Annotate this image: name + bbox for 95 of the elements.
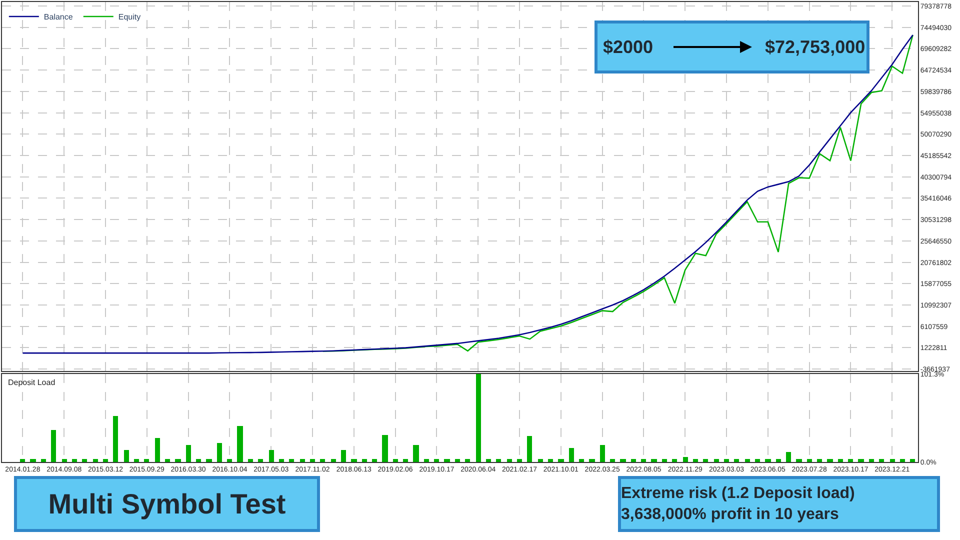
bar [144,459,149,462]
bar [714,459,719,462]
bar [538,459,543,462]
bar [72,459,77,462]
bar [351,459,357,462]
bar [310,459,315,462]
bar [186,445,191,462]
bar [486,459,491,462]
bar [113,416,118,462]
bar [610,459,615,462]
bar [41,459,46,462]
bar [817,459,822,462]
bar [796,459,802,462]
bar [124,450,129,462]
text: Extreme risk (1.2 Deposit load) 3,638,000% profit in 10 years [621,485,855,523]
bar [20,459,25,462]
bar [134,459,139,462]
bar [620,459,626,462]
bar [62,459,67,462]
bar [507,459,512,462]
bar [548,459,553,462]
bar [807,459,812,462]
bar [30,459,36,462]
bar [631,459,636,462]
bar [517,459,522,462]
bar [900,459,905,462]
bar [858,459,864,462]
bar [362,459,367,462]
bar [196,459,201,462]
legend-label: Balance [44,12,74,22]
bar [879,459,884,462]
annotation: $2000 [603,37,654,57]
bar [641,459,646,462]
line-series [22,34,914,354]
bar [341,450,346,462]
bar [51,430,56,462]
bar [755,459,760,462]
bar [734,459,739,462]
text: Multi Symbol Test [48,488,286,520]
bar [403,459,408,462]
bar [600,445,605,462]
bar [745,459,750,462]
bar [165,459,170,462]
bar [103,459,108,462]
bar [444,459,450,462]
bar [206,459,212,462]
bar [93,459,98,462]
bar [434,459,439,462]
bar [248,459,253,462]
bar [910,459,915,462]
bar [724,459,729,462]
bar [413,445,419,462]
bar [372,459,377,462]
bar [827,459,833,462]
bar [424,459,429,462]
bar [651,459,657,462]
bar [269,450,274,462]
bar [838,459,843,462]
text: Deposit Load [8,378,56,387]
bar [155,438,160,462]
bar [382,435,388,462]
bar [393,459,398,462]
bar [765,459,771,462]
bar [300,459,305,462]
bar [82,459,87,462]
bar [890,459,895,462]
bar [672,459,677,462]
bar [320,459,325,462]
annotation: $72,753,000 [765,37,866,57]
bar [217,443,222,462]
bar [693,459,698,462]
bar [527,436,532,462]
bar [237,426,243,462]
bar [579,459,584,462]
bar [662,459,667,462]
bar [289,459,294,462]
bar [175,459,181,462]
bar [227,459,232,462]
bar [279,459,284,462]
bar [258,459,263,462]
bar [848,459,853,462]
bar [331,459,336,462]
bar [569,448,574,462]
bar [869,459,874,462]
bar [558,459,564,462]
bar [465,459,470,462]
bar [786,452,791,462]
bar [776,459,781,462]
legend-label: Equity [118,12,141,22]
bar [683,457,688,462]
bar [496,459,501,462]
bar [703,459,708,462]
bar [589,459,595,462]
bar [455,459,460,462]
line-series [322,34,914,352]
